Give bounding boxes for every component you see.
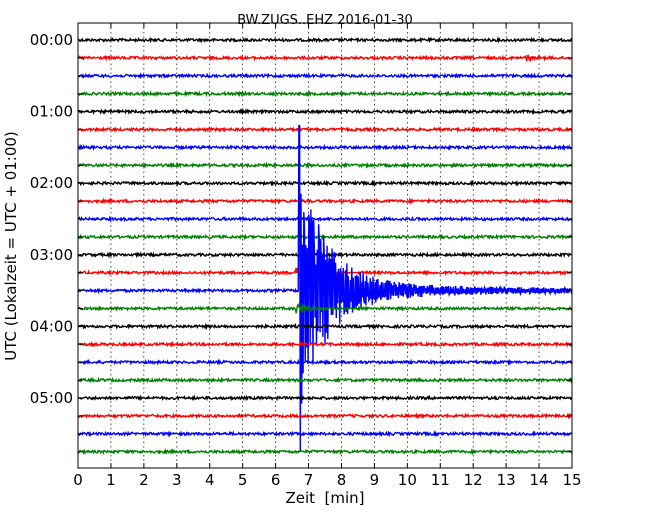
trace-line [77,72,573,80]
trace-line [77,394,573,402]
trace-line [77,448,573,456]
trace-line [77,143,573,152]
trace-line [77,90,573,98]
x-tick-label: 8 [337,471,347,489]
x-tick-label: 0 [73,471,83,489]
trace-line [77,430,573,438]
x-tick-label: 6 [271,471,281,489]
y-tick-label: 02:00 [30,174,73,192]
trace-line [77,161,572,169]
x-axis-label: Zeit [min] [285,489,364,507]
x-tick-label: 2 [139,471,149,489]
trace-line [77,251,573,259]
y-tick-label: 01:00 [30,103,73,121]
trace-line [77,340,573,348]
y-axis-ticks: 00:00 01:00 02:00 03:00 04:00 05:00 [30,31,572,453]
x-tick-label: 5 [238,471,248,489]
x-tick-label: 11 [431,471,450,489]
trace-line [77,302,572,314]
x-tick-label: 7 [304,471,314,489]
trace-line [77,36,572,44]
x-axis-ticks: 0 1 2 3 4 5 6 7 8 9 10 11 12 13 14 15 [73,23,582,489]
x-tick-label: 13 [497,471,516,489]
trace-line [77,54,573,62]
y-tick-label: 05:00 [30,389,73,407]
x-tick-label: 15 [562,471,581,489]
x-tick-label: 1 [106,471,116,489]
trace-line [77,126,573,134]
x-tick-label: 4 [205,471,215,489]
trace-line [77,179,573,187]
seismic-traces [77,36,573,456]
x-tick-label: 12 [464,471,483,489]
y-tick-label: 00:00 [30,31,73,49]
trace-line [77,197,573,205]
chart-title: BW.ZUGS..EHZ 2016-01-30 [237,13,413,28]
trace-line [77,412,573,420]
trace-line [77,376,573,384]
y-tick-label: 03:00 [30,246,73,264]
trace-line [77,322,573,331]
trace-line [77,358,573,367]
trace-line [77,233,573,241]
trace-line [77,107,573,116]
y-axis-label: UTC (Lokalzeit = UTC + 01:00) [2,131,20,361]
y-tick-label: 04:00 [30,317,73,335]
trace-line [77,215,573,223]
trace-line [77,124,573,451]
x-tick-label: 10 [398,471,417,489]
grid-lines [110,23,540,468]
x-tick-label: 14 [530,471,549,489]
plot-frame [77,22,573,469]
x-tick-label: 9 [370,471,380,489]
x-tick-label: 3 [172,471,182,489]
